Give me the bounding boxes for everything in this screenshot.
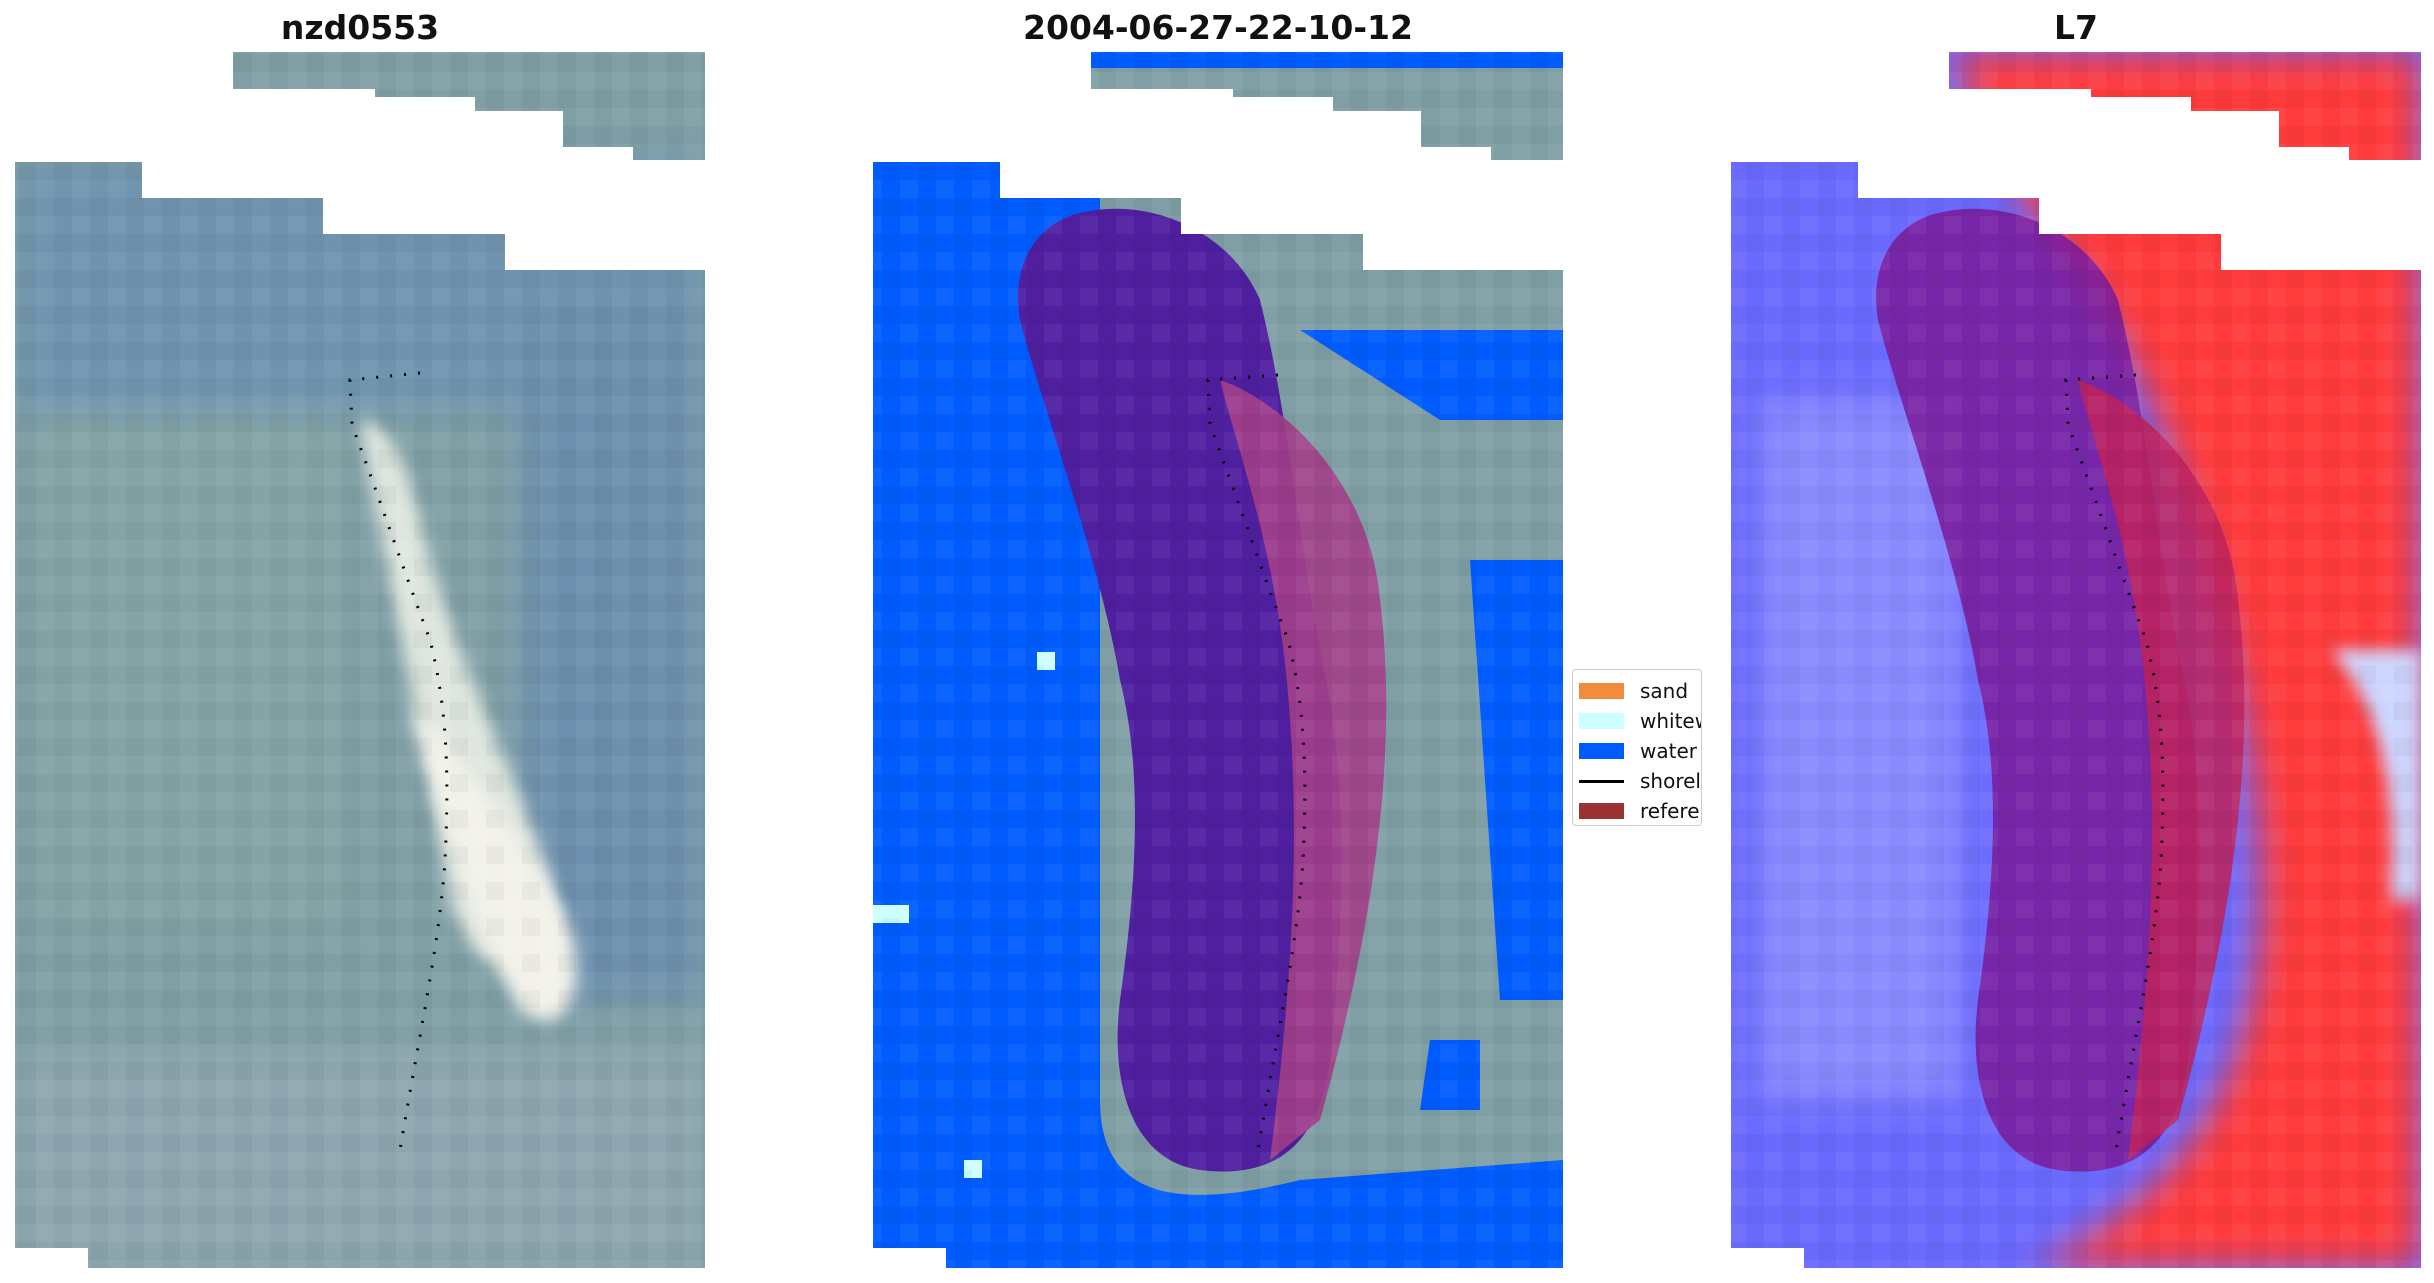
legend-item-water: water (1579, 736, 1701, 766)
legend-swatch-shoreline (1579, 779, 1624, 783)
legend-label-water: water (1640, 739, 1697, 763)
legend-swatch-water (1579, 743, 1624, 759)
legend-swatch-whitewater (1579, 713, 1624, 729)
panel-title-satellite: L7 (2054, 8, 2098, 47)
classified-image (873, 52, 1563, 1268)
legend-item-shoreline: shoreline (1579, 766, 1701, 796)
rgb-image (15, 52, 705, 1268)
index-image (1731, 52, 2421, 1268)
legend-item-sand: sand (1579, 676, 1701, 706)
legend-label-sand: sand (1640, 679, 1689, 703)
legend-item-reference: reference (1579, 796, 1701, 825)
legend-swatch-reference (1579, 803, 1624, 819)
legend-label-reference: reference (1640, 799, 1701, 823)
panel-title-image: nzd0553 (280, 8, 440, 47)
legend-swatch-sand (1579, 683, 1624, 699)
legend-label-shoreline: shoreline (1640, 769, 1701, 793)
panel-title-date: 2004-06-27-22-10-12 (1023, 8, 1413, 47)
